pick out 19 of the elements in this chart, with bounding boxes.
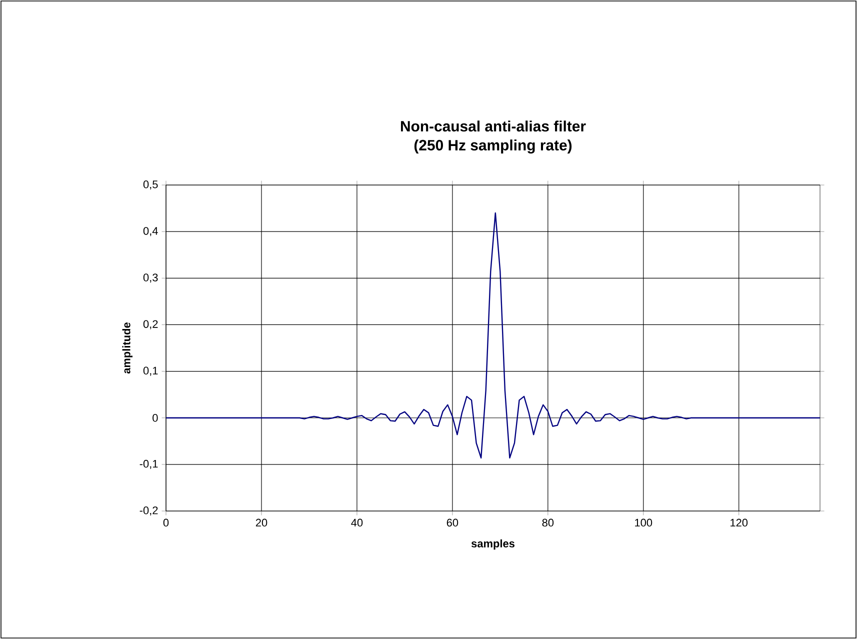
y-tick-label: 0,4 <box>143 227 158 236</box>
y-tick-label: 0,1 <box>143 366 158 376</box>
y-tick-label: 0 <box>152 414 158 422</box>
y-tick-label: -0,2 <box>140 506 158 516</box>
y-axis-title: amplitude <box>122 322 132 374</box>
x-tick-label: 60 <box>446 518 458 527</box>
x-axis-title: samples <box>471 539 514 550</box>
chart-title: Non-causal anti-alias filter (250 Hz sampling rate) <box>400 120 586 154</box>
x-tick-label: 120 <box>730 518 748 527</box>
x-tick-label: 100 <box>635 518 652 527</box>
y-tick-label: 0,2 <box>143 320 158 330</box>
y-tick-label: -0,1 <box>140 460 158 469</box>
x-tick-label: 20 <box>256 518 268 527</box>
y-tick-label: 0,5 <box>143 180 158 190</box>
x-tick-label: 0 <box>163 518 169 527</box>
line-series <box>165 212 821 459</box>
y-tick-label: 0,3 <box>143 274 158 283</box>
x-tick-label: 40 <box>351 518 363 527</box>
x-tick-label: 80 <box>542 518 554 527</box>
